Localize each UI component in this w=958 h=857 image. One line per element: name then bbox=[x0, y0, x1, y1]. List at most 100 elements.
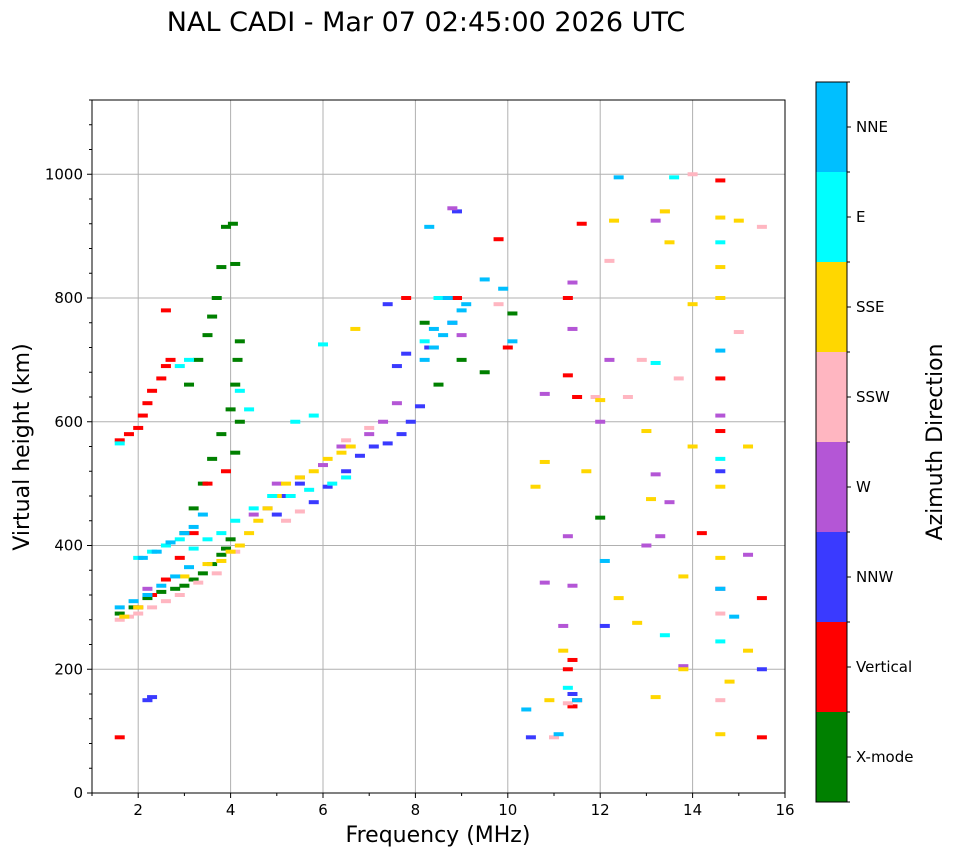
data-point bbox=[419, 339, 430, 344]
data-point bbox=[345, 444, 356, 449]
data-point bbox=[271, 481, 282, 486]
data-point bbox=[415, 404, 426, 409]
y-tick-label: 0 bbox=[73, 784, 83, 802]
colorbar-segment bbox=[816, 442, 847, 532]
data-point bbox=[456, 333, 467, 338]
data-point bbox=[151, 549, 162, 554]
data-point bbox=[318, 463, 328, 468]
data-point bbox=[396, 432, 407, 437]
data-point bbox=[142, 698, 153, 703]
data-point bbox=[350, 326, 361, 331]
data-point bbox=[451, 209, 462, 214]
data-point bbox=[447, 206, 458, 211]
data-point bbox=[479, 370, 490, 375]
data-point bbox=[133, 425, 144, 430]
series-sse bbox=[119, 209, 754, 737]
x-tick-label: 14 bbox=[683, 801, 702, 819]
data-point bbox=[364, 432, 375, 437]
data-point bbox=[567, 326, 578, 331]
data-point bbox=[197, 571, 208, 576]
data-point bbox=[211, 571, 222, 576]
data-point bbox=[401, 296, 412, 300]
data-point bbox=[595, 398, 606, 403]
data-point bbox=[646, 497, 657, 502]
data-point bbox=[368, 444, 379, 449]
data-point bbox=[664, 240, 675, 245]
data-point bbox=[562, 701, 573, 706]
data-point bbox=[137, 413, 148, 418]
data-point bbox=[715, 484, 726, 489]
colorbar-label: NNW bbox=[856, 568, 893, 586]
data-point bbox=[567, 280, 578, 285]
data-marks bbox=[114, 172, 767, 740]
data-point bbox=[572, 395, 583, 399]
data-point bbox=[581, 469, 592, 474]
data-point bbox=[114, 438, 125, 443]
plot-background bbox=[92, 100, 785, 793]
data-point bbox=[308, 500, 319, 505]
data-point bbox=[170, 586, 181, 591]
y-tick-label: 200 bbox=[54, 660, 83, 678]
data-point bbox=[123, 432, 134, 437]
data-point bbox=[114, 441, 125, 446]
colorbar-title: Azimuth Direction bbox=[923, 343, 948, 540]
data-point bbox=[184, 382, 195, 387]
data-point bbox=[234, 388, 245, 393]
y-axis-ticks: 0 200 400 600 800 1000 bbox=[45, 99, 92, 802]
data-point bbox=[539, 391, 550, 396]
data-point bbox=[202, 333, 213, 338]
data-point bbox=[184, 565, 195, 570]
data-point bbox=[281, 481, 292, 486]
data-point bbox=[382, 302, 393, 307]
data-point bbox=[354, 453, 365, 458]
data-point bbox=[562, 373, 573, 378]
data-point bbox=[165, 540, 176, 545]
data-point bbox=[174, 593, 185, 597]
y-tick-label: 1000 bbox=[45, 165, 83, 183]
x-axis-ticks: 2 4 6 8 10 12 14 16 bbox=[91, 793, 795, 819]
data-point bbox=[179, 574, 190, 579]
data-point bbox=[733, 330, 744, 335]
data-point bbox=[562, 296, 573, 300]
data-point bbox=[230, 450, 241, 455]
x-tick-label: 4 bbox=[226, 801, 236, 819]
data-point bbox=[202, 562, 213, 567]
data-point bbox=[156, 376, 167, 381]
data-point bbox=[160, 364, 171, 369]
data-point bbox=[715, 555, 726, 560]
data-point bbox=[715, 456, 726, 461]
data-point bbox=[378, 419, 389, 424]
data-point bbox=[225, 537, 236, 542]
data-point bbox=[451, 296, 462, 300]
data-point bbox=[576, 221, 587, 226]
data-point bbox=[232, 357, 243, 362]
data-point bbox=[641, 429, 652, 434]
data-point bbox=[715, 296, 726, 300]
colorbar-label: SSE bbox=[856, 298, 885, 316]
x-tick-label: 6 bbox=[318, 801, 328, 819]
data-point bbox=[308, 413, 319, 418]
data-point bbox=[267, 494, 278, 498]
data-point bbox=[160, 308, 171, 313]
data-point bbox=[202, 481, 213, 486]
data-point bbox=[558, 648, 569, 653]
data-point bbox=[636, 357, 647, 362]
data-point bbox=[142, 586, 153, 591]
data-point bbox=[174, 537, 185, 542]
data-point bbox=[743, 444, 754, 449]
data-point bbox=[507, 339, 518, 344]
data-point bbox=[294, 475, 305, 480]
series-nne bbox=[114, 175, 740, 737]
data-point bbox=[244, 407, 255, 412]
data-point bbox=[530, 484, 541, 489]
x-tick-label: 12 bbox=[591, 801, 610, 819]
colorbar-segment bbox=[816, 352, 847, 442]
data-point bbox=[318, 342, 328, 347]
y-tick-label: 800 bbox=[54, 289, 83, 307]
data-point bbox=[447, 320, 458, 325]
data-point bbox=[567, 657, 578, 662]
data-point bbox=[156, 589, 167, 594]
data-point bbox=[733, 218, 744, 223]
data-point bbox=[234, 339, 245, 344]
series-w bbox=[142, 206, 754, 669]
